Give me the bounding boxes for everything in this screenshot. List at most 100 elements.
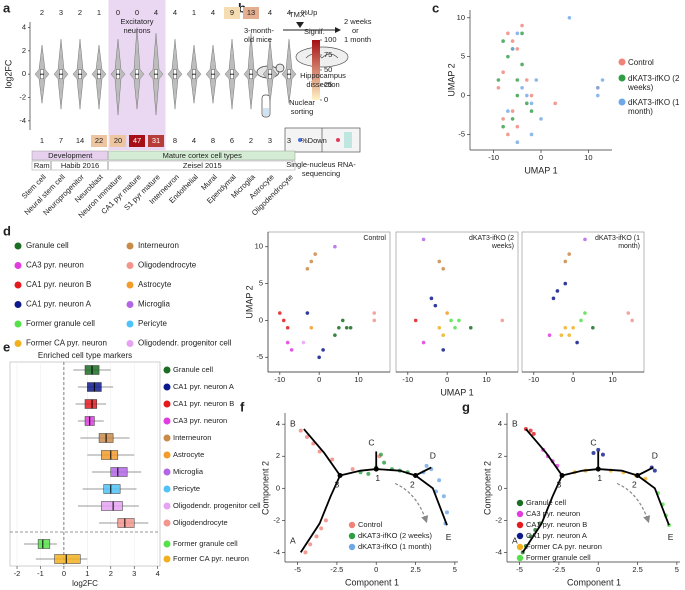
point bbox=[652, 468, 657, 473]
legend-swatch bbox=[348, 532, 356, 540]
box bbox=[84, 399, 97, 409]
branch-node bbox=[337, 472, 343, 478]
y-tick-label: 5 bbox=[461, 52, 465, 61]
point bbox=[520, 85, 524, 90]
point bbox=[323, 518, 328, 523]
branch-label: C bbox=[590, 438, 596, 448]
x-tick-label: 5 bbox=[675, 565, 679, 574]
up-count: 0 bbox=[116, 8, 120, 17]
point bbox=[421, 340, 426, 345]
down-count: 3 bbox=[287, 136, 291, 145]
y-tick-label: 2 bbox=[498, 451, 502, 460]
x-axis-label: Component 1 bbox=[567, 577, 621, 587]
colorbar-tick-label: 50 bbox=[324, 65, 332, 74]
up-count: 3 bbox=[59, 8, 63, 17]
category-label: CA1 pyr. neuron A bbox=[173, 382, 234, 391]
point bbox=[330, 457, 335, 462]
point bbox=[305, 311, 310, 315]
x-tick-label: 2 bbox=[109, 569, 113, 578]
legend-swatch bbox=[618, 98, 626, 106]
plot-frame bbox=[521, 231, 645, 373]
category-label: Interneuron bbox=[173, 433, 211, 442]
box bbox=[54, 554, 81, 564]
x-tick-label: 0 bbox=[571, 375, 575, 384]
sorter-well bbox=[344, 132, 352, 148]
point bbox=[596, 447, 601, 452]
point bbox=[444, 510, 449, 515]
y-tick-label: 0 bbox=[259, 315, 263, 324]
point bbox=[285, 325, 290, 330]
trajectory bbox=[339, 466, 432, 477]
point bbox=[340, 318, 345, 323]
down-count: 6 bbox=[230, 136, 234, 145]
point bbox=[445, 311, 449, 315]
legend-label: Former CA pyr. neuron bbox=[526, 542, 602, 551]
legend-label: Granule cell bbox=[526, 498, 566, 507]
node-label: 2 bbox=[410, 479, 415, 489]
legend-swatch bbox=[14, 301, 22, 308]
legend-swatch bbox=[126, 301, 134, 308]
legend-label: CA1 pyr. neuron A bbox=[26, 300, 92, 309]
point bbox=[515, 140, 520, 145]
point bbox=[437, 478, 442, 483]
point bbox=[429, 296, 434, 301]
point bbox=[301, 340, 306, 345]
y-tick-label: 0 bbox=[461, 91, 465, 100]
y-tick-label: 4 bbox=[498, 419, 502, 428]
point bbox=[382, 460, 387, 465]
point bbox=[501, 70, 505, 75]
branch-label: A bbox=[290, 535, 296, 545]
x-tick-label: -10 bbox=[488, 153, 499, 162]
panel-label: d bbox=[3, 223, 11, 238]
y-axis-label: Component 2 bbox=[482, 461, 492, 515]
group-bar bbox=[108, 150, 296, 161]
panel-label: a bbox=[3, 0, 11, 15]
x-tick-label: -2.5 bbox=[552, 565, 565, 574]
legend-swatch bbox=[126, 320, 134, 328]
group-label: Habib 2016 bbox=[61, 161, 99, 170]
up-label: %Up bbox=[301, 8, 317, 17]
down-count: 14 bbox=[76, 136, 84, 145]
x-tick-label: 5 bbox=[453, 565, 457, 574]
panel-label: e bbox=[3, 339, 10, 354]
y-tick-label: -4 bbox=[19, 116, 26, 125]
panel-label: c bbox=[432, 0, 439, 15]
category-label: Oligodendr. progenitor cell bbox=[173, 501, 261, 510]
branch-node bbox=[635, 472, 641, 478]
point bbox=[344, 325, 349, 330]
point bbox=[378, 452, 383, 457]
panel-label: g bbox=[462, 399, 470, 414]
group-label: Ram bbox=[34, 161, 50, 170]
legend-label: Oligodendrocyte bbox=[138, 261, 197, 270]
branch-label: E bbox=[668, 532, 674, 542]
point bbox=[441, 348, 446, 352]
legend-label: Microglia bbox=[138, 300, 171, 309]
point bbox=[305, 435, 310, 440]
legend-label: dKAT3-ifKO (1 month) bbox=[628, 98, 680, 116]
x-tick-label: -10 bbox=[528, 375, 539, 384]
legend-swatch bbox=[14, 281, 22, 289]
branch-label: A bbox=[512, 535, 518, 545]
point bbox=[529, 93, 534, 98]
point bbox=[333, 333, 337, 337]
direction-arrow bbox=[394, 482, 429, 524]
y-tick-label: 4 bbox=[22, 22, 26, 31]
point bbox=[421, 237, 426, 242]
panel-label: b bbox=[238, 0, 246, 15]
point bbox=[366, 471, 371, 476]
down-count: 31 bbox=[152, 136, 160, 145]
point bbox=[441, 333, 446, 337]
point bbox=[510, 109, 515, 113]
y-tick-label: -4 bbox=[273, 547, 280, 556]
legend-swatch bbox=[163, 468, 171, 476]
tube-liquid bbox=[263, 108, 269, 116]
y-tick-label: 4 bbox=[276, 419, 280, 428]
point bbox=[515, 78, 520, 82]
point bbox=[525, 78, 529, 82]
legend-swatch bbox=[516, 554, 524, 562]
up-count: 4 bbox=[173, 8, 177, 17]
point bbox=[510, 39, 515, 43]
legend-swatch bbox=[126, 242, 134, 250]
y-tick-label: 10 bbox=[457, 13, 465, 22]
up-count: 4 bbox=[268, 8, 272, 17]
